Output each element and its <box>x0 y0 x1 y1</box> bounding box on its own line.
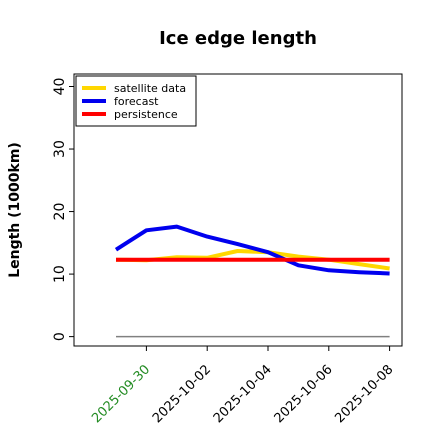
series-layer <box>114 224 390 338</box>
axis-ticks: 0102030402025-09-302025-10-022025-10-042… <box>52 78 396 427</box>
y-tick-label: 10 <box>52 265 68 283</box>
x-tick-label: 2025-10-08 <box>332 362 396 426</box>
y-tick-label: 20 <box>52 203 68 221</box>
x-tick-label: 2025-10-02 <box>150 362 214 426</box>
y-tick-label: 40 <box>52 78 68 96</box>
x-tick-label: 2025-09-30 <box>89 362 153 426</box>
y-tick-label: 0 <box>52 332 68 341</box>
y-tick-label: 30 <box>52 140 68 158</box>
legend-label: persistence <box>114 108 178 121</box>
x-tick-label: 2025-10-06 <box>272 362 336 426</box>
x-tick-label: 2025-10-04 <box>211 362 275 426</box>
chart-title: Ice edge length <box>159 28 317 49</box>
legend-label: satellite data <box>114 82 186 95</box>
y-axis-label: Length (1000km) <box>7 142 23 278</box>
legend-label: forecast <box>114 95 159 108</box>
plot-frame <box>73 73 403 347</box>
series-line-forecast <box>114 224 390 276</box>
